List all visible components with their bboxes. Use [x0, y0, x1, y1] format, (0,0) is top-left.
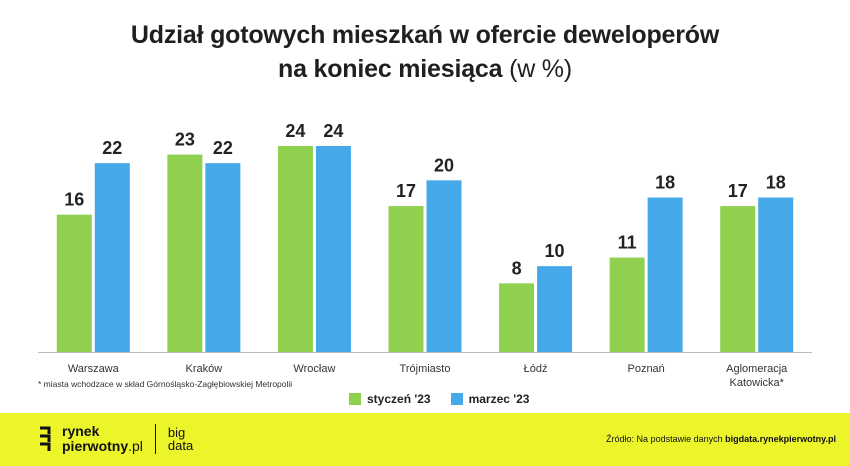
bar-chart: 16 22 Warszawa 23 22 Kraków 24 24 Wrocław 17 20 Tró… [38, 121, 812, 389]
bar-january [277, 146, 313, 352]
legend-label-january: styczeń '23 [367, 392, 431, 406]
data-label: 17 [728, 181, 748, 201]
source-prefix: Źródło: Na podstawie danych [606, 434, 723, 444]
brand-name-suffix: .pl [128, 438, 143, 454]
chart-title: Udział gotowych mieszkań w ofercie dewel… [0, 18, 850, 86]
data-label: 22 [102, 138, 122, 158]
brand-name-main: pierwotny [62, 438, 129, 454]
footnote: * miasta wchodzace w skład Górnośląsko-Z… [38, 379, 293, 389]
bar-january [167, 154, 203, 352]
x-tick-label: Kraków [186, 363, 223, 375]
data-label: 24 [285, 121, 305, 141]
bigdata-line2: data [167, 438, 194, 453]
bar-march [647, 197, 683, 352]
chart-title-line2: na koniec miesiąca (w %) [0, 52, 850, 86]
source-note: Źródło: Na podstawie danych bigdata.ryne… [606, 434, 836, 444]
legend-item-january: styczeń '23 [349, 392, 431, 406]
data-label: 17 [396, 181, 416, 201]
legend-swatch-january [349, 393, 361, 405]
bar-march [758, 197, 794, 352]
brand-divider [154, 424, 156, 454]
x-tick-label: Trójmiasto [400, 363, 451, 375]
chart-title-unit: (w %) [509, 55, 572, 83]
brand-mark-icon [40, 426, 51, 451]
data-label: 11 [618, 233, 637, 253]
data-label: 18 [655, 173, 675, 193]
data-label: 22 [213, 138, 233, 158]
data-label: 10 [545, 241, 565, 261]
bar-january [499, 283, 535, 352]
chart-title-line2-text: na koniec miesiąca [278, 55, 503, 83]
legend: styczeń '23 marzec '23 [349, 392, 529, 406]
brand-name-line1: rynek [62, 423, 100, 439]
bar-january [56, 214, 92, 352]
bar-march [537, 266, 573, 352]
bar-march [205, 163, 241, 352]
data-label: 23 [175, 130, 195, 150]
bar-january [720, 206, 756, 352]
bar-march [426, 180, 462, 352]
chart-title-line1: Udział gotowych mieszkań w ofercie dewel… [130, 21, 720, 49]
x-tick-label: Wrocław [293, 363, 335, 375]
data-label: 8 [512, 258, 522, 278]
bar-march [94, 163, 130, 352]
bar-january [388, 206, 424, 352]
x-tick-label: Aglomeracja [726, 363, 788, 375]
x-tick-label: Warszawa [68, 363, 120, 375]
brand-name-line2: pierwotny.pl [62, 439, 143, 454]
source-site: bigdata.rynekpierwotny.pl [725, 434, 836, 444]
bigdata-line1: big [167, 425, 186, 440]
data-label: 16 [64, 190, 84, 210]
bar-march [315, 146, 351, 352]
x-tick-label: Poznań [627, 363, 664, 375]
bar-january [609, 257, 645, 352]
legend-label-march: marzec '23 [468, 392, 530, 406]
legend-item-march: marzec '23 [450, 392, 530, 406]
data-label: 18 [766, 173, 786, 193]
x-tick-label: Łódź [524, 363, 548, 375]
legend-swatch-march [450, 393, 463, 405]
bigdata-logo: big data [168, 426, 193, 452]
brand-name: rynek pierwotny.pl [62, 424, 143, 454]
data-label: 24 [323, 121, 343, 141]
brand-logo: rynek pierwotny.pl big data [38, 424, 193, 454]
data-label: 20 [434, 155, 454, 175]
x-tick-label: Katowicka* [730, 377, 785, 389]
footer-bar: rynek pierwotny.pl big data Źródło: Na p… [0, 413, 850, 466]
